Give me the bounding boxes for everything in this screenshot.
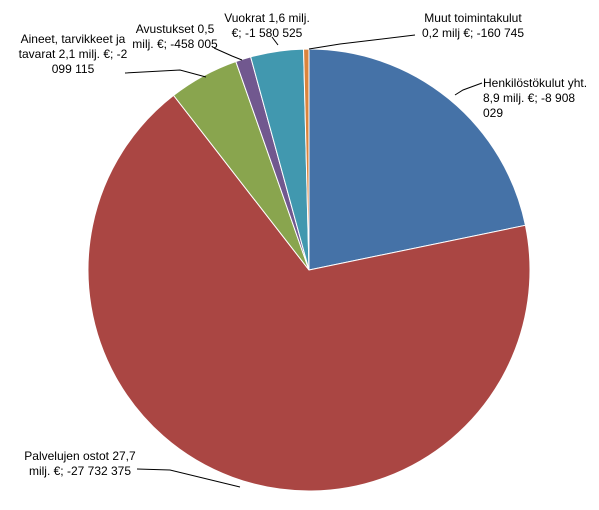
leader-lines bbox=[124, 34, 483, 488]
slice-label-line: milj. €; -27 732 375 bbox=[29, 464, 131, 478]
slice-label-line: Palvelujen ostot 27,7 bbox=[24, 449, 136, 463]
leader-line bbox=[124, 69, 207, 78]
slice-label-line: 029 bbox=[483, 106, 503, 120]
slice-label-line: Avustukset 0,5 bbox=[136, 22, 215, 36]
slice-label: Henkilöstökulut yht. 8,9 milj. €; -8 908 0… bbox=[483, 76, 587, 120]
pie-slice bbox=[87, 94, 531, 492]
leader-line bbox=[271, 36, 279, 46]
leader-line bbox=[136, 468, 241, 488]
slice-label-line: tavarat 2,1 milj. €; -2 bbox=[19, 47, 128, 61]
slice-label-line: 8,9 milj. €; -8 908 bbox=[483, 91, 575, 105]
slice-label-line: €; -1 580 525 bbox=[232, 26, 303, 40]
pie-slice bbox=[303, 48, 310, 271]
slice-label: Avustukset 0,5 milj. €; -458 005 bbox=[132, 22, 218, 51]
leader-line bbox=[454, 82, 483, 96]
pie-slice bbox=[308, 48, 527, 271]
pie-slices bbox=[87, 48, 531, 492]
slice-label-line: Aineet, tarvikkeet ja bbox=[21, 32, 126, 46]
slice-label-line: Vuokrat 1,6 milj. bbox=[224, 11, 310, 25]
leader-line bbox=[213, 47, 243, 61]
slice-label-line: Muut toimintakulut bbox=[424, 11, 522, 25]
slice-label: Muut toimintakulut 0,2 milj €; -160 745 bbox=[422, 11, 524, 40]
slice-label: Vuokrat 1,6 milj. €; -1 580 525 bbox=[224, 11, 310, 40]
slice-label-line: 099 115 bbox=[52, 62, 95, 76]
slice-label: Aineet, tarvikkeet ja tavarat 2,1 milj. €… bbox=[19, 32, 128, 76]
slice-label: Palvelujen ostot 27,7 milj. €; -27 732 37… bbox=[24, 449, 136, 478]
slice-label-line: 0,2 milj €; -160 745 bbox=[422, 26, 524, 40]
slice-label-line: milj. €; -458 005 bbox=[132, 37, 218, 51]
leader-line bbox=[308, 34, 416, 50]
slice-labels: Henkilöstökulut yht. 8,9 milj. €; -8 908 0… bbox=[19, 11, 587, 478]
slice-label-line: Henkilöstökulut yht. bbox=[483, 76, 587, 90]
